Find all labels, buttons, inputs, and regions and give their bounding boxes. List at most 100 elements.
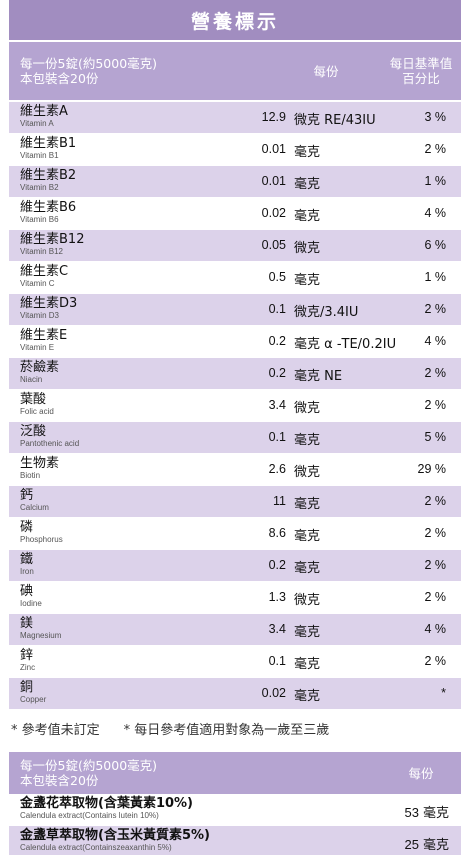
extract-amount-value: 25	[404, 837, 419, 852]
daily-value-percent: 2 %	[424, 590, 446, 604]
amount-value: 3.4	[268, 398, 286, 412]
amount-value: 0.2	[268, 334, 286, 348]
amount-unit: 微克	[294, 241, 321, 256]
daily-value-percent: 2 %	[424, 526, 446, 540]
nutrient-name-zh: 生物素	[20, 456, 60, 471]
daily-value-header: 每日基準值 百分比	[381, 56, 461, 86]
nutrient-name-zh: 維生素A	[20, 104, 68, 119]
extract-amount-value: 53	[404, 805, 419, 820]
nutrient-name: 鈣 Calcium	[20, 488, 49, 513]
per-serving-header: 每份	[313, 63, 339, 79]
amount-unit: 毫克	[294, 689, 321, 704]
amount-value: 2.6	[268, 462, 286, 476]
extract-amount: 25 毫克	[405, 834, 449, 853]
nutrient-name-en: Zinc	[20, 663, 36, 672]
extract-serving-info: 每一份5錠(約5000毫克) 本包裝含20份	[9, 758, 381, 788]
amount-unit: 毫克 α -TE/0.2IU	[294, 337, 397, 352]
nutrient-name-zh: 菸鹼素	[20, 360, 60, 375]
title-text: 營養標示	[190, 10, 279, 33]
dv-header-line1: 每日基準值	[389, 56, 453, 71]
table-row: 磷 Phosphorus 8.6 毫克 2 %	[9, 518, 461, 550]
extract-table: 金盞花萃取物(含葉黃素10%) Calendula extract(Contain…	[9, 794, 461, 855]
daily-value-percent: 6 %	[424, 238, 446, 252]
amount-unit: 毫克 NE	[294, 369, 343, 384]
table-row: 維生素D3 Vitamin D3 0.1 微克/3.4IU 2 %	[9, 294, 461, 326]
nutrient-name-en: Magnesium	[20, 631, 62, 640]
label-title: 營養標示	[9, 0, 461, 40]
servings-per-pack: 本包裝含20份	[20, 71, 99, 86]
nutrient-name-zh: 鎂	[20, 616, 34, 631]
nutrient-name-zh: 維生素B6	[20, 200, 77, 215]
nutrient-name-en: Calcium	[20, 503, 49, 512]
nutrient-name-en: Vitamin B6	[20, 215, 59, 224]
nutrient-name-en: Phosphorus	[20, 535, 63, 544]
nutrient-name-zh: 維生素D3	[20, 296, 78, 311]
table-row: 生物素 Biotin 2.6 微克 29 %	[9, 454, 461, 486]
nutrient-name-en: Vitamin C	[20, 279, 55, 288]
amount-value: 1.3	[268, 590, 286, 604]
extract-name-zh: 金盞花萃取物(含葉黃素10%)	[20, 796, 193, 811]
extract-amount-unit: 毫克	[422, 838, 449, 853]
nutrient-name: 葉酸 Folic acid	[20, 392, 54, 417]
amount-unit: 微克	[294, 593, 321, 608]
amount-unit: 毫克	[294, 497, 321, 512]
table-row: 葉酸 Folic acid 3.4 微克 2 %	[9, 390, 461, 422]
nutrient-name-en: Iodine	[20, 599, 42, 608]
daily-value-percent: 2 %	[424, 302, 446, 316]
table-row: 菸鹼素 Niacin 0.2 毫克 NE 2 %	[9, 358, 461, 390]
amount-value: 0.02	[261, 686, 286, 700]
nutrient-name-zh: 維生素C	[20, 264, 69, 279]
extract-per-serving-header: 每份	[408, 765, 434, 781]
amount-value: 0.1	[268, 302, 286, 316]
amount-unit: 毫克	[294, 625, 321, 640]
nutrient-name: 維生素A Vitamin A	[20, 104, 68, 129]
daily-value-percent: 4 %	[424, 334, 446, 348]
table-row: 鐵 Iron 0.2 毫克 2 %	[9, 550, 461, 582]
amount-unit: 毫克	[294, 561, 321, 576]
table-row: 維生素B1 Vitamin B1 0.01 毫克 2 %	[9, 134, 461, 166]
nutrient-name: 鋅 Zinc	[20, 648, 35, 673]
daily-value-percent: 3 %	[424, 110, 446, 124]
amount-unit: 毫克	[294, 177, 321, 192]
daily-value-percent: 2 %	[424, 398, 446, 412]
amount-unit: 毫克	[294, 273, 321, 288]
table-row: 維生素E Vitamin E 0.2 毫克 α -TE/0.2IU 4 %	[9, 326, 461, 358]
daily-value-percent: 2 %	[424, 558, 446, 572]
nutrient-name-zh: 銅	[20, 680, 34, 695]
amount-value: 0.05	[261, 238, 286, 252]
extract-name-zh: 金盞草萃取物(含玉米黃質素5%)	[20, 828, 210, 843]
nutrient-name: 鎂 Magnesium	[20, 616, 61, 641]
nutrient-name: 維生素B12 Vitamin B12	[20, 232, 84, 257]
nutrient-name: 維生素B6 Vitamin B6	[20, 200, 76, 225]
extract-serving-size: 每一份5錠(約5000毫克)	[20, 758, 158, 773]
footnote-no-reference: * 參考值未訂定	[11, 722, 100, 738]
nutrient-name: 泛酸 Pantothenic acid	[20, 424, 79, 449]
nutrient-name-en: Vitamin D3	[20, 311, 59, 320]
nutrient-name: 碘 Iodine	[20, 584, 42, 609]
amount-value: 0.02	[261, 206, 286, 220]
extract-row: 金盞花萃取物(含葉黃素10%) Calendula extract(Contain…	[9, 794, 461, 826]
footnotes: * 參考值未訂定 * 每日參考值適用對象為一歲至三歲	[9, 710, 461, 746]
nutrient-name-en: Copper	[20, 695, 47, 704]
table-row: 維生素B2 Vitamin B2 0.01 毫克 1 %	[9, 166, 461, 198]
nutrient-name-zh: 鋅	[20, 648, 34, 663]
nutrient-name-zh: 維生素B2	[20, 168, 77, 183]
extract-amount: 53 毫克	[405, 802, 449, 821]
amount-unit: 毫克	[294, 657, 321, 672]
footnote-age-range: * 每日參考值適用對象為一歲至三歲	[123, 722, 330, 738]
table-header: 每一份5錠(約5000毫克) 本包裝含20份 每份 每日基準值 百分比	[9, 42, 461, 100]
nutrient-name: 鐵 Iron	[20, 552, 34, 577]
nutrient-name: 磷 Phosphorus	[20, 520, 63, 545]
daily-value-percent: 2 %	[424, 366, 446, 380]
daily-value-percent: 4 %	[424, 622, 446, 636]
table-row: 鋅 Zinc 0.1 毫克 2 %	[9, 646, 461, 678]
nutrient-name-zh: 磷	[20, 520, 34, 535]
extract-name: 金盞花萃取物(含葉黃素10%) Calendula extract(Contain…	[20, 796, 193, 821]
nutrient-name-en: Iron	[20, 567, 34, 576]
amount-unit: 微克 RE/43IU	[294, 113, 376, 128]
nutrient-name-zh: 鐵	[20, 552, 34, 567]
daily-value-percent: 29 %	[417, 462, 447, 476]
table-row: 維生素C Vitamin C 0.5 毫克 1 %	[9, 262, 461, 294]
amount-unit: 毫克	[294, 529, 321, 544]
